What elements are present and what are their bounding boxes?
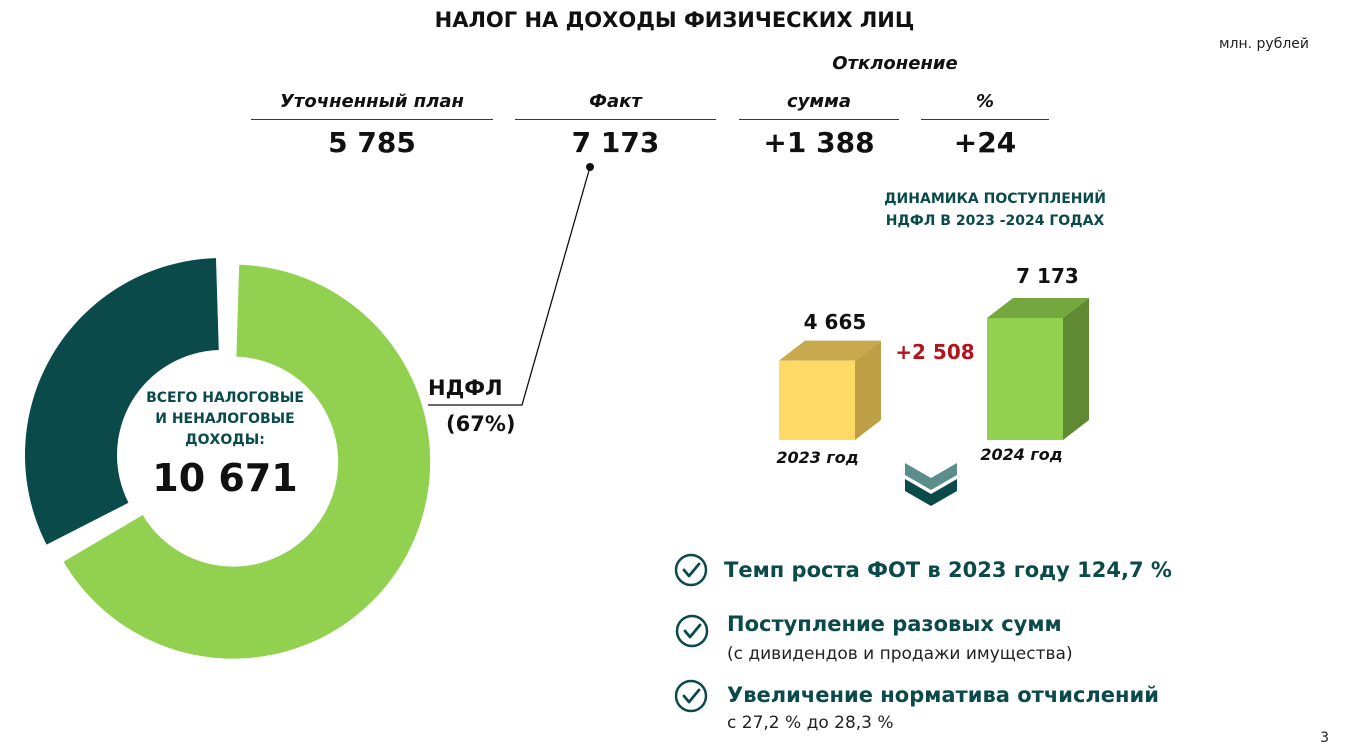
page-number: 3 xyxy=(1320,730,1329,746)
bar-chart-title: ДИНАМИКА ПОСТУПЛЕНИЙ НДФЛ В 2023 -2024 Г… xyxy=(740,188,1250,232)
chevron-lower xyxy=(905,479,957,506)
bar-chart-title-line: ДИНАМИКА ПОСТУПЛЕНИЙ xyxy=(884,191,1106,207)
leader-dot xyxy=(586,163,594,171)
ndfl-slice-label: НДФЛ xyxy=(428,376,503,400)
bar-chart xyxy=(779,298,1089,440)
bar-chart-title-line: НДФЛ В 2023 -2024 ГОДАХ xyxy=(885,213,1105,229)
donut-total-value: 10 671 xyxy=(152,456,298,500)
check-circle-icon xyxy=(675,614,709,648)
leader-line xyxy=(428,163,594,406)
percent-header: % xyxy=(975,91,995,112)
plan-underline xyxy=(251,119,493,120)
check-circle-icon xyxy=(674,679,708,713)
bar-1 xyxy=(987,318,1063,440)
bar-difference-label: +2 508 xyxy=(895,340,975,364)
bar-0 xyxy=(779,360,855,440)
fact-item-main: Поступление разовых сумм xyxy=(727,612,1062,636)
percent-underline xyxy=(921,119,1049,120)
check-circle-icon xyxy=(674,553,708,587)
fact-item-main: Увеличение норматива отчислений xyxy=(727,683,1159,707)
ndfl-leader-line xyxy=(428,166,591,406)
bar-category-label-2023: 2023 год xyxy=(776,448,859,467)
sum-value: +1 388 xyxy=(763,126,875,159)
chevron-down-double-icon xyxy=(905,463,957,506)
center-label-line: И НЕНАЛОГОВЫЕ xyxy=(155,411,295,427)
fact-underline xyxy=(515,119,716,120)
percent-value: +24 xyxy=(953,126,1017,159)
fact-item-sub: с 27,2 % до 28,3 % xyxy=(727,713,894,733)
sum-header: сумма xyxy=(787,91,851,112)
sum-underline xyxy=(739,119,899,120)
bar-side-1 xyxy=(1063,298,1089,440)
fact-item-sub: (с дивидендов и продажи имущества) xyxy=(727,644,1073,664)
donut-slice-1 xyxy=(24,258,219,545)
bar-category-label-2024: 2024 год xyxy=(980,445,1063,464)
plan-value: 5 785 xyxy=(328,126,416,159)
units-label: млн. рублей xyxy=(1218,36,1309,52)
fact-header: Факт xyxy=(589,91,642,112)
bar-value-label-2023: 4 665 xyxy=(803,310,867,334)
center-label-line: ВСЕГО НАЛОГОВЫЕ xyxy=(146,390,304,406)
center-label-line: ДОХОДЫ: xyxy=(185,432,265,448)
plan-header: Уточненный план xyxy=(280,91,464,112)
fact-item-main: Темп роста ФОТ в 2023 году 124,7 % xyxy=(724,558,1172,582)
bar-top-0 xyxy=(779,340,881,361)
donut-center-label: ВСЕГО НАЛОГОВЫЕ И НЕНАЛОГОВЫЕ ДОХОДЫ: xyxy=(130,388,320,451)
bar-top-1 xyxy=(987,298,1089,318)
fact-value: 7 173 xyxy=(571,126,660,159)
page-title: НАЛОГ НА ДОХОДЫ ФИЗИЧЕСКИХ ЛИЦ xyxy=(434,8,915,32)
deviation-header: Отклонение xyxy=(832,53,958,74)
bar-side-0 xyxy=(855,340,881,440)
donut-slice-0 xyxy=(63,264,431,659)
bar-value-label-2024: 7 173 xyxy=(1016,264,1079,288)
donut-chart xyxy=(24,258,431,659)
chevron-upper xyxy=(905,463,957,490)
ndfl-slice-percent: (67%) xyxy=(446,412,516,436)
